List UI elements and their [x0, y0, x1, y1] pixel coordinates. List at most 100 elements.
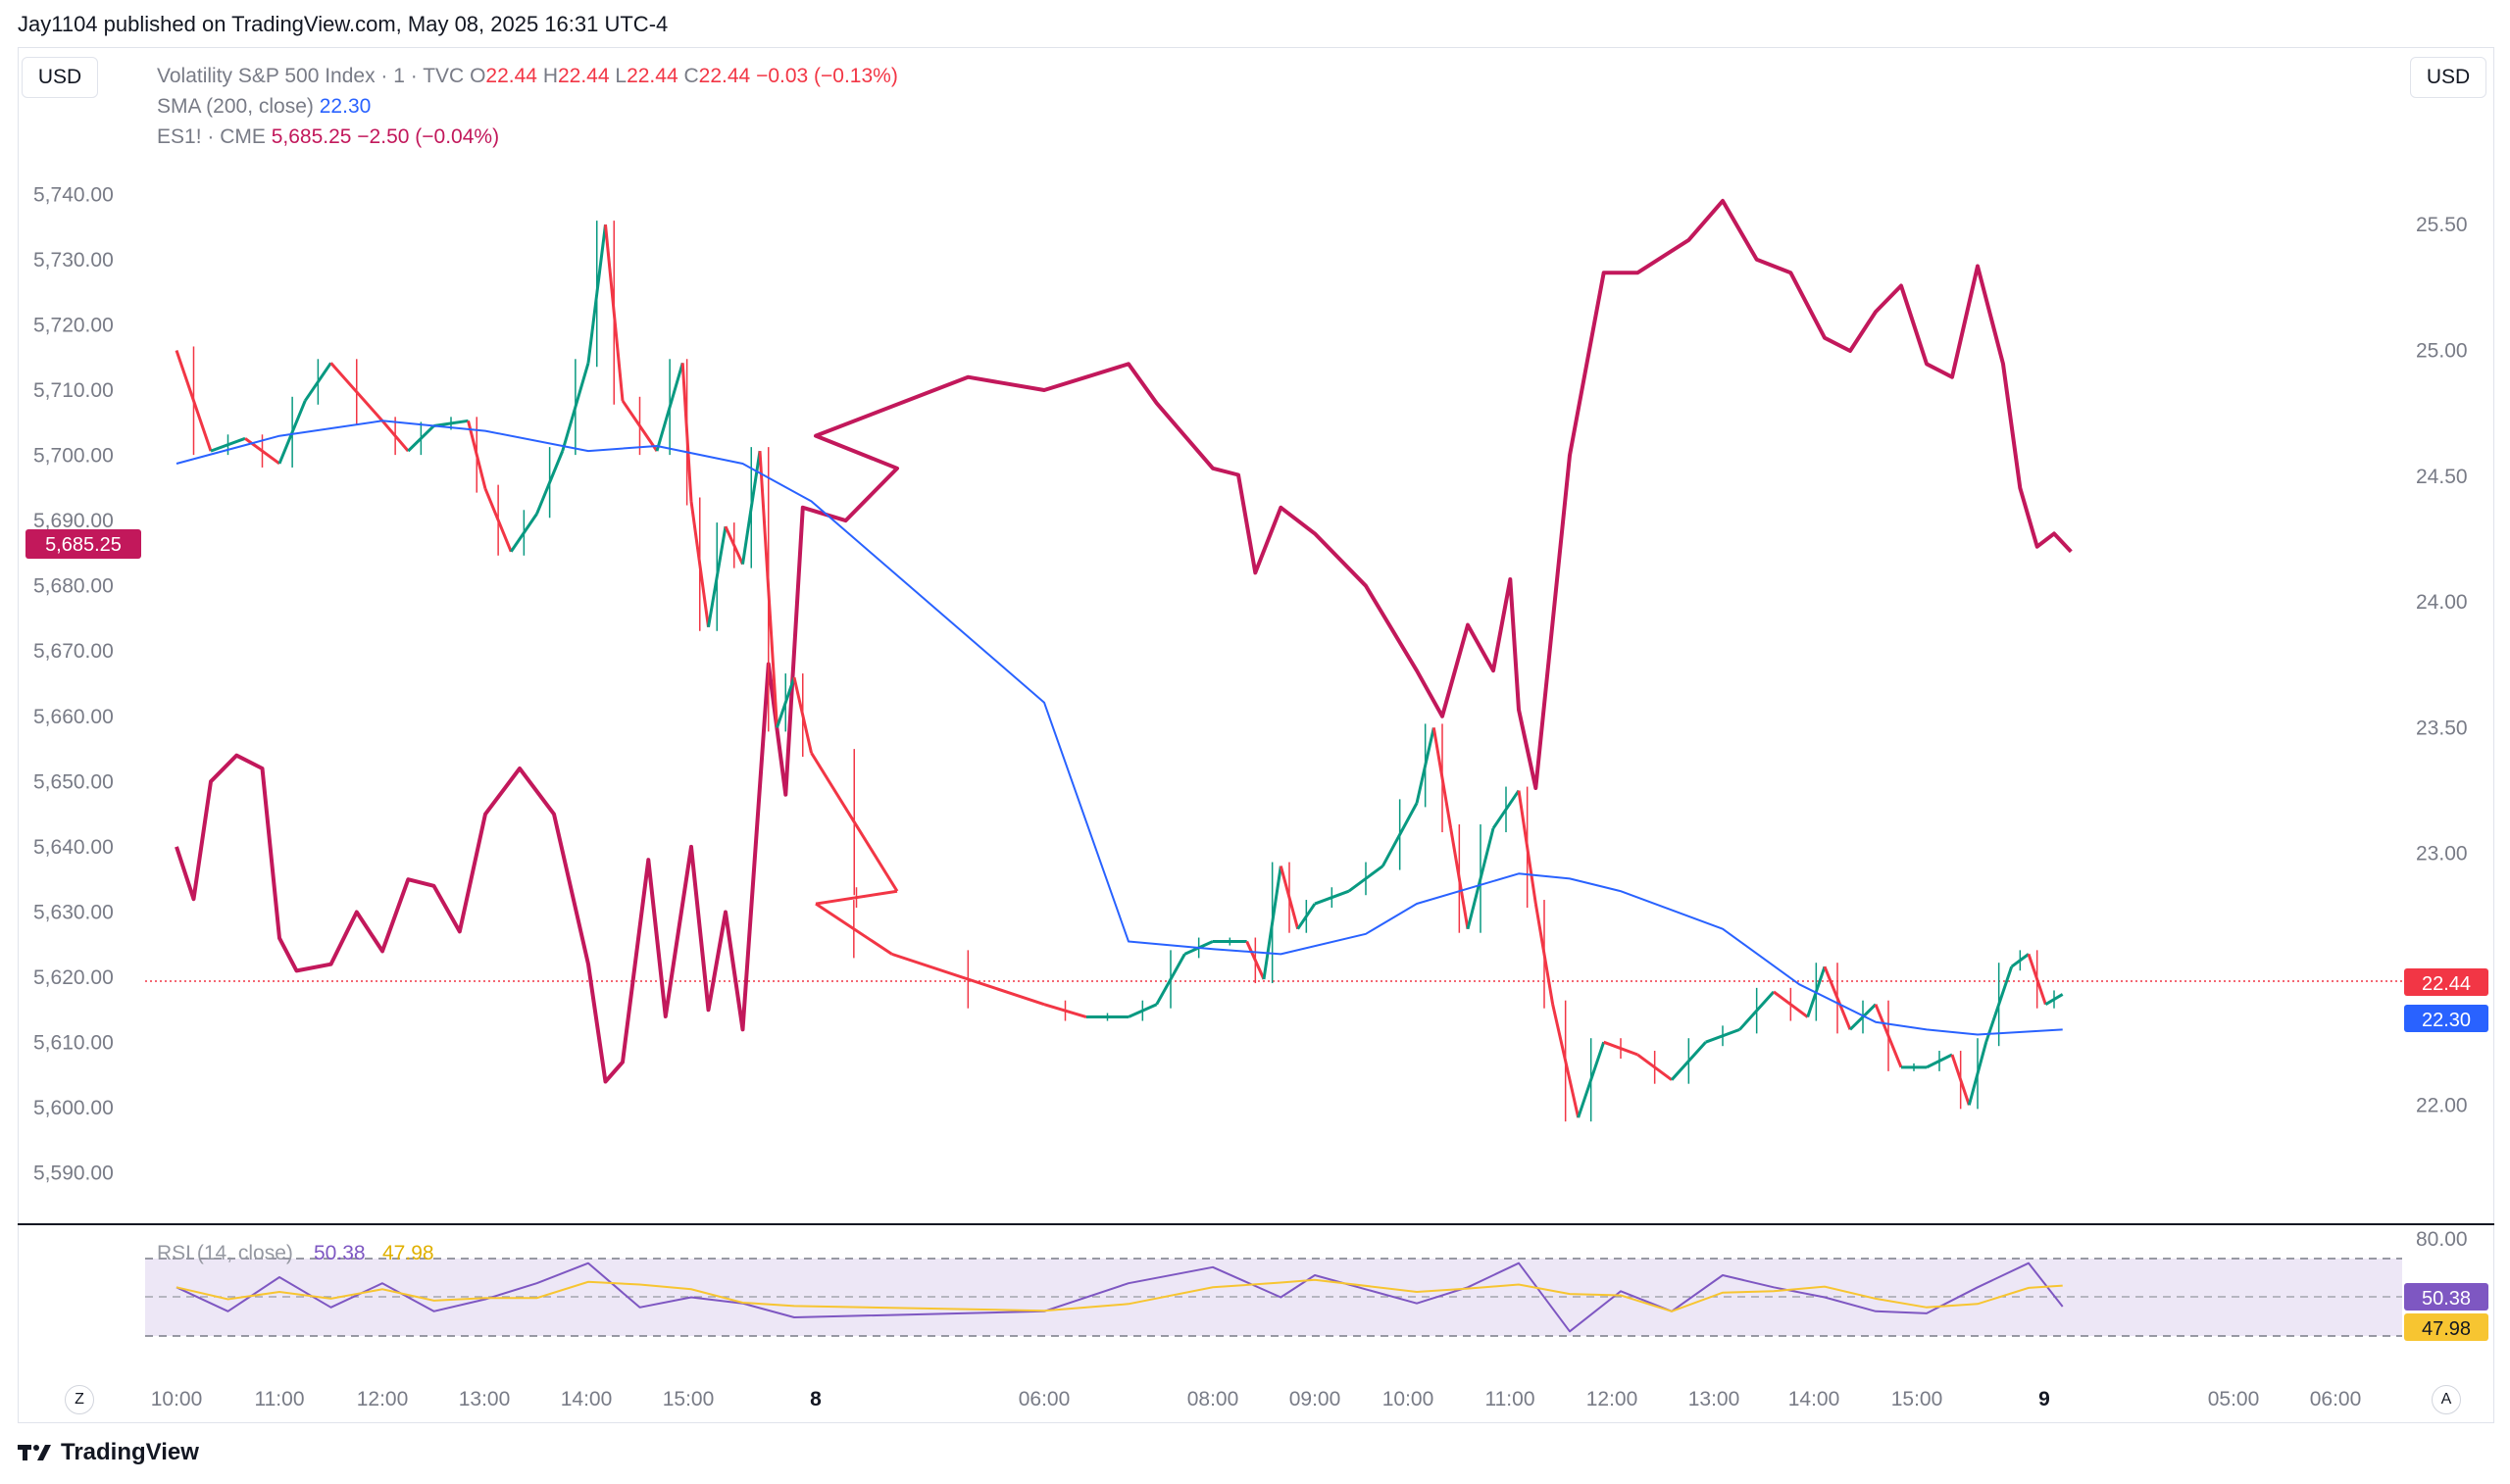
vix-candle-body: [1738, 990, 1776, 1031]
vix-candle-body: [175, 349, 213, 452]
vix-candle-body: [510, 513, 538, 553]
right-axis-tick: 24.50: [2416, 466, 2468, 488]
rsi-legend: RSI (14, close) 50.38 47.98: [157, 1242, 434, 1264]
tradingview-wordmark: TradingView: [61, 1439, 199, 1465]
vix-candle-body: [1262, 866, 1282, 980]
time-axis-tick: 14:00: [1788, 1388, 1840, 1410]
time-axis-tick: 06:00: [1019, 1388, 1071, 1410]
left-price-axis: 5,740.00 5,730.00 5,720.00 5,710.00 5,700.00…: [33, 183, 114, 1184]
vix-candle-body: [1967, 1041, 1988, 1106]
vix-candle-body: [1466, 827, 1495, 930]
vix-candle-body: [1314, 889, 1350, 906]
es-last-text: 5,685.25: [45, 534, 122, 556]
rsi-ma-line: [176, 1278, 2063, 1312]
vix-candle-body: [1670, 1041, 1707, 1081]
left-axis-tick: 5,660.00: [33, 706, 114, 728]
publisher-line: Jay1104 published on TradingView.com, Ma…: [18, 12, 669, 36]
series-layer: [175, 198, 2073, 1333]
rsi-axis-tick: 80.00: [2416, 1228, 2468, 1251]
left-axis-tick: 5,630.00: [33, 901, 114, 923]
vix-candle-body: [1517, 790, 1537, 905]
vix-candle-body: [724, 525, 744, 566]
vix-candle-body: [1128, 1003, 1158, 1018]
left-axis-tick: 5,650.00: [33, 770, 114, 793]
vix-candle-body: [561, 362, 590, 452]
time-axis-tick: 12:00: [1586, 1388, 1638, 1410]
vix-candle-body: [1848, 1003, 1878, 1031]
legend-sma-value: 22.30: [319, 95, 372, 118]
vix-candle-body: [1491, 789, 1521, 829]
vix-candle-body: [1449, 827, 1470, 929]
rsi-value-text: 50.38: [2422, 1288, 2471, 1310]
es-last-badge: 5,685.25: [25, 529, 141, 559]
vix-candle-body: [329, 362, 384, 422]
time-axis-tick: 08:00: [1187, 1388, 1239, 1410]
time-axis-tick: 12:00: [357, 1388, 409, 1410]
vix-candle-body: [483, 488, 513, 553]
auto-scale-button[interactable]: A: [2432, 1385, 2461, 1414]
legend-close-value: 22.44: [698, 65, 751, 87]
legend-es[interactable]: ES1! · CME 5,685.25 −2.50 (−0.04%): [157, 122, 898, 152]
left-axis-tick: 5,590.00: [33, 1162, 114, 1185]
vix-candle-body: [467, 420, 487, 489]
legend-sma[interactable]: SMA (200, close) 22.30: [157, 91, 898, 122]
currency-left-button[interactable]: USD: [22, 57, 98, 98]
time-axis-tick: 13:00: [459, 1388, 511, 1410]
vix-candle-body: [1603, 1040, 1638, 1057]
vix-candle-body: [2044, 993, 2064, 1006]
vix-candle-body: [1577, 1041, 1606, 1118]
legend-change: −0.03 (−0.13%): [756, 65, 898, 87]
time-axis-tick: 11:00: [255, 1388, 305, 1410]
vix-last-text: 22.44: [2422, 973, 2471, 995]
vix-candle-body: [1279, 866, 1300, 930]
right-axis-tick: 25.00: [2416, 339, 2468, 362]
left-axis-tick: 5,700.00: [33, 445, 114, 468]
vix-candle-body: [689, 501, 710, 627]
legend-es-value: 5,685.25: [271, 125, 352, 148]
vix-candle-body: [815, 902, 893, 956]
time-axis-tick: 15:00: [1891, 1388, 1943, 1410]
sma-line: [176, 420, 2063, 1036]
left-axis-tick: 5,690.00: [33, 510, 114, 532]
vix-candle-body: [2010, 953, 2030, 968]
sma-last-badge: 22.30: [2404, 1005, 2488, 1032]
time-axis-tick: 11:00: [1485, 1388, 1535, 1410]
tradingview-logo-icon: [18, 1445, 51, 1460]
vix-candle-body: [707, 525, 728, 628]
vix-candle-body: [891, 952, 1045, 1007]
vix-candle-body: [1551, 1004, 1581, 1118]
rsi-legend-value: 50.38: [314, 1242, 366, 1264]
vix-candle-body: [407, 424, 435, 453]
vix-last-badge: 22.44: [2404, 968, 2488, 996]
legend-main-series[interactable]: Volatility S&P 500 Index · 1 · TVC O22.4…: [157, 61, 898, 91]
vix-candle-body: [1984, 965, 2014, 1043]
right-axis-tick: 23.50: [2416, 717, 2468, 739]
rsi-value-badge: 50.38: [2404, 1283, 2488, 1311]
vix-candle-body: [1823, 965, 1852, 1030]
rsi-ma-text: 47.98: [2422, 1318, 2471, 1340]
timezone-button[interactable]: Z: [65, 1385, 94, 1414]
vix-candle-body: [1296, 903, 1317, 930]
vix-candle-body: [1773, 990, 1809, 1018]
left-axis-tick: 5,710.00: [33, 379, 114, 402]
currency-right-button[interactable]: USD: [2410, 57, 2486, 98]
time-axis-tick: 8: [810, 1388, 822, 1410]
vix-candle-body: [810, 752, 899, 893]
right-axis-tick: 23.00: [2416, 843, 2468, 866]
vix-candle-body: [680, 363, 693, 502]
vix-candle-body: [1431, 727, 1453, 829]
vix-candle-body: [1381, 802, 1419, 867]
rsi-pane: 80.00: [145, 1228, 2468, 1337]
tradingview-logo: TradingView: [18, 1439, 199, 1466]
time-axis-tick: 13:00: [1688, 1388, 1740, 1410]
vix-candle-body: [1533, 903, 1555, 1005]
vix-candle-body: [621, 399, 659, 452]
vix-candle-body: [2027, 953, 2047, 1006]
vix-candles: [175, 221, 2064, 1122]
vix-candle-body: [1926, 1053, 1953, 1069]
time-axis-tick: 15:00: [663, 1388, 715, 1410]
left-axis-tick: 5,600.00: [33, 1097, 114, 1119]
vix-candle-body: [815, 889, 898, 906]
rsi-legend-ma: 47.98: [382, 1242, 434, 1264]
